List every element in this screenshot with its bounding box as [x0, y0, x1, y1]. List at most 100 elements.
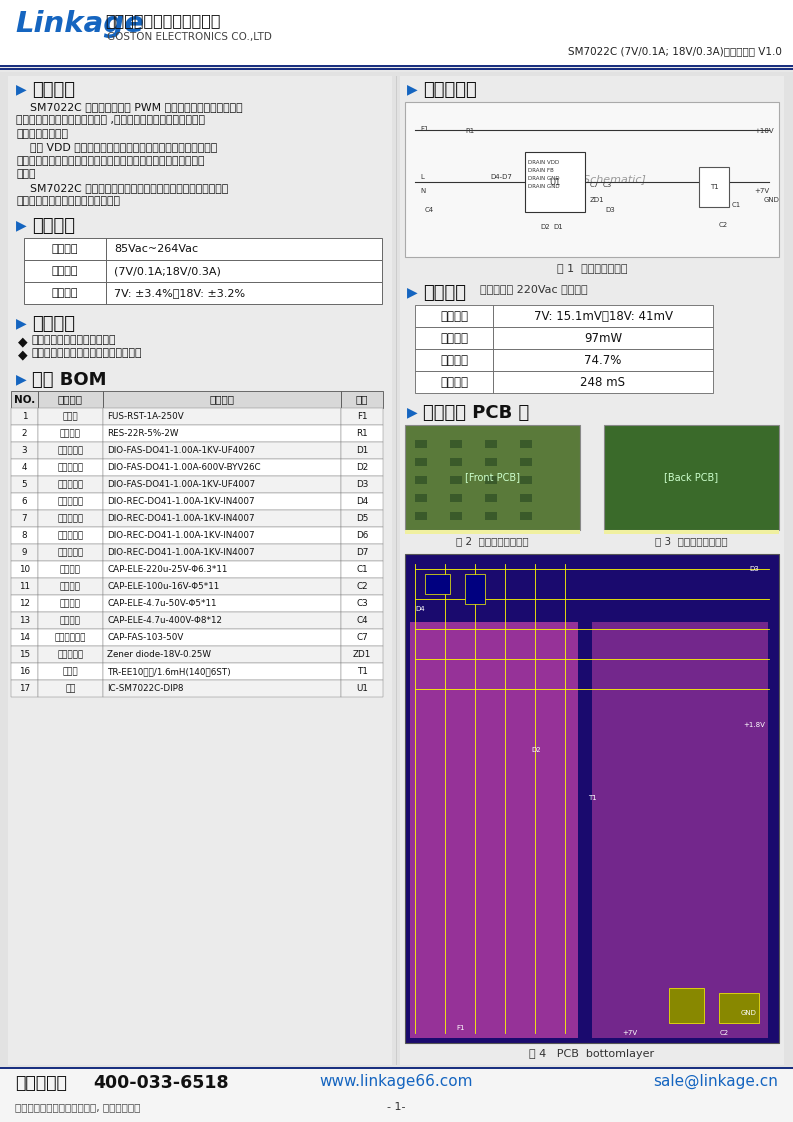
Text: ▶: ▶	[16, 82, 27, 96]
Text: Zener diode-18V-0.25W: Zener diode-18V-0.25W	[107, 650, 211, 659]
Bar	[38, 680, 103, 697]
Text: D3: D3	[749, 565, 759, 572]
Bar	[103, 527, 341, 544]
Bar	[24, 260, 382, 282]
Text: F1: F1	[357, 412, 367, 421]
Text: 系统待机功耗低、环保节能；: 系统待机功耗低、环保节能；	[31, 335, 116, 344]
Text: T1: T1	[357, 666, 367, 675]
Bar	[415, 371, 493, 393]
Bar	[415, 440, 427, 448]
Text: D2: D2	[531, 746, 541, 753]
Bar	[450, 476, 462, 484]
Bar	[415, 349, 493, 371]
Text: DIO-REC-DO41-1.00A-1KV-IN4007: DIO-REC-DO41-1.00A-1KV-IN4007	[107, 514, 255, 523]
Bar	[485, 476, 497, 484]
Bar	[493, 327, 713, 349]
Text: 图 2  系统方案板正面图: 图 2 系统方案板正面图	[456, 536, 529, 546]
Text: 系统规格: 系统规格	[32, 217, 75, 234]
Bar	[38, 442, 103, 459]
Text: D4: D4	[356, 497, 368, 506]
Bar	[0, 65, 793, 67]
Text: C2: C2	[719, 1030, 729, 1036]
Bar	[38, 561, 103, 578]
Bar	[103, 442, 341, 459]
Text: 11: 11	[19, 582, 30, 591]
Bar	[0, 68, 793, 70]
Bar	[103, 390, 341, 408]
Text: RES-22R-5%-2W: RES-22R-5%-2W	[107, 429, 178, 438]
Text: 14: 14	[19, 633, 30, 642]
Text: F1: F1	[457, 1026, 465, 1031]
Text: 电解电容: 电解电容	[60, 616, 81, 625]
Bar	[341, 408, 383, 425]
Text: DIO-REC-DO41-1.00A-1KV-IN4007: DIO-REC-DO41-1.00A-1KV-IN4007	[107, 548, 255, 557]
Text: （输入电压 220Vac 条件下）: （输入电压 220Vac 条件下）	[480, 284, 588, 294]
Text: 97mW: 97mW	[584, 331, 622, 344]
Bar	[38, 595, 103, 611]
Text: 16: 16	[19, 666, 30, 675]
Text: +18V: +18V	[754, 128, 774, 134]
Text: CAP-ELE-4.7u-400V-Φ8*12: CAP-ELE-4.7u-400V-Φ8*12	[107, 616, 222, 625]
Bar	[11, 425, 38, 442]
Text: SM7022C (7V/0.1A; 18V/0.3A)电磁炉方案 V1.0: SM7022C (7V/0.1A; 18V/0.3A)电磁炉方案 V1.0	[568, 46, 782, 56]
Bar	[520, 458, 532, 466]
Text: C2: C2	[356, 582, 368, 591]
Bar	[38, 408, 103, 425]
Text: D1: D1	[356, 447, 368, 456]
Bar	[341, 425, 383, 442]
Text: T1: T1	[588, 795, 596, 801]
Bar	[11, 611, 38, 629]
Text: +1.8V: +1.8V	[743, 723, 765, 728]
Text: 插件稳压管: 插件稳压管	[57, 650, 83, 659]
Bar	[24, 238, 382, 260]
Text: 插件二极管: 插件二极管	[57, 447, 83, 456]
Text: ◆: ◆	[18, 349, 28, 361]
Bar	[11, 493, 38, 511]
Text: CAP-ELE-4.7u-50V-Φ5*11: CAP-ELE-4.7u-50V-Φ5*11	[107, 599, 216, 608]
Text: C3: C3	[356, 599, 368, 608]
Text: 芯片概述: 芯片概述	[32, 81, 75, 99]
Bar	[341, 390, 383, 408]
Text: 12: 12	[19, 599, 30, 608]
Text: DIO-REC-DO41-1.00A-1KV-IN4007: DIO-REC-DO41-1.00A-1KV-IN4007	[107, 531, 255, 540]
Bar	[38, 578, 103, 595]
Text: 8: 8	[21, 531, 27, 540]
Text: 集成高压启动电路和高压功率管 ,为低成本开关电源系统提供高性: 集成高压启动电路和高压功率管 ,为低成本开关电源系统提供高性	[16, 116, 205, 126]
Text: C4: C4	[425, 206, 434, 213]
Text: 方案优势: 方案优势	[32, 315, 75, 333]
Bar	[103, 680, 341, 697]
Text: +7V: +7V	[622, 1030, 637, 1036]
Bar	[341, 442, 383, 459]
Text: C1: C1	[356, 565, 368, 574]
Text: 248 mS: 248 mS	[580, 376, 626, 388]
Text: 插件二极管: 插件二极管	[57, 463, 83, 472]
Text: 电解电容: 电解电容	[60, 582, 81, 591]
Bar	[341, 459, 383, 476]
Text: 芯片: 芯片	[65, 684, 76, 693]
Text: 插件二极管: 插件二极管	[57, 480, 83, 489]
Text: SM7022C 芯片应用领域：适配器、充电器、待机电源、电磁: SM7022C 芯片应用领域：适配器、充电器、待机电源、电磁	[16, 183, 228, 193]
Bar	[415, 476, 427, 484]
Bar	[669, 988, 704, 1023]
Text: 插件贴片电容: 插件贴片电容	[55, 633, 86, 642]
Text: ▶: ▶	[407, 405, 418, 419]
Text: 输出规格: 输出规格	[52, 266, 79, 276]
Text: 注：如需最新资料或技术支持, 请与我们联系: 注：如需最新资料或技术支持, 请与我们联系	[15, 1102, 140, 1112]
Text: D7: D7	[356, 548, 368, 557]
Bar	[11, 408, 38, 425]
Text: 转换效率: 转换效率	[440, 353, 468, 367]
Bar	[11, 629, 38, 646]
Bar	[341, 578, 383, 595]
Text: R1: R1	[356, 429, 368, 438]
Text: D5: D5	[356, 514, 368, 523]
Bar	[415, 458, 427, 466]
Text: D3: D3	[605, 206, 615, 213]
Bar	[38, 476, 103, 493]
Text: Linkage: Linkage	[15, 10, 144, 38]
Text: 电解电容: 电解电容	[60, 599, 81, 608]
Text: 插件二极管: 插件二极管	[57, 514, 83, 523]
Bar	[341, 611, 383, 629]
Text: 输入电压: 输入电压	[52, 243, 79, 254]
Text: 5: 5	[21, 480, 27, 489]
Text: [Circuit Schematic]: [Circuit Schematic]	[538, 175, 646, 184]
